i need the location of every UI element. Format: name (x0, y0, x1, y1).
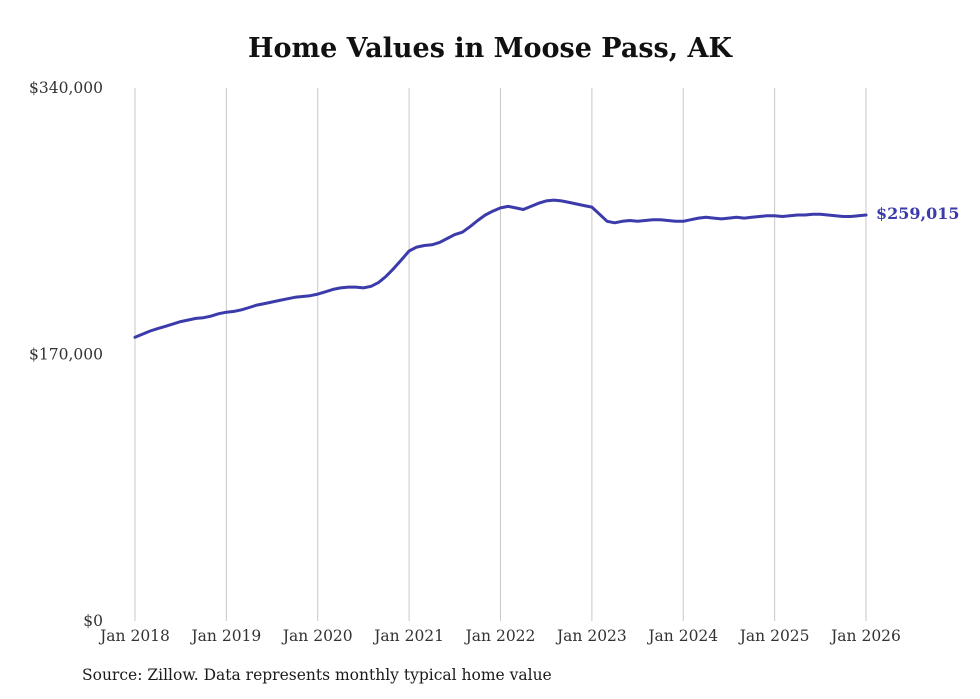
x-tick-label: Jan 2023 (555, 627, 627, 645)
x-tick-label: Jan 2021 (372, 627, 444, 645)
chart-title: Home Values in Moose Pass, AK (248, 33, 732, 64)
x-tick-label: Jan 2025 (738, 627, 810, 645)
x-tick-label: Jan 2022 (464, 627, 536, 645)
end-value-label: $259,015 (876, 204, 960, 223)
x-tick-label: Jan 2026 (829, 627, 901, 645)
x-tick-label: Jan 2024 (646, 627, 718, 645)
y-tick-label: $0 (83, 612, 103, 630)
value-line (133, 198, 868, 339)
y-tick-label: $170,000 (29, 346, 103, 364)
source-note: Source: Zillow. Data represents monthly … (82, 666, 552, 684)
y-tick-label: $340,000 (29, 79, 103, 97)
x-tick-label: Jan 2018 (98, 627, 170, 645)
x-tick-label: Jan 2020 (281, 627, 353, 645)
x-tick-label: Jan 2019 (189, 627, 261, 645)
